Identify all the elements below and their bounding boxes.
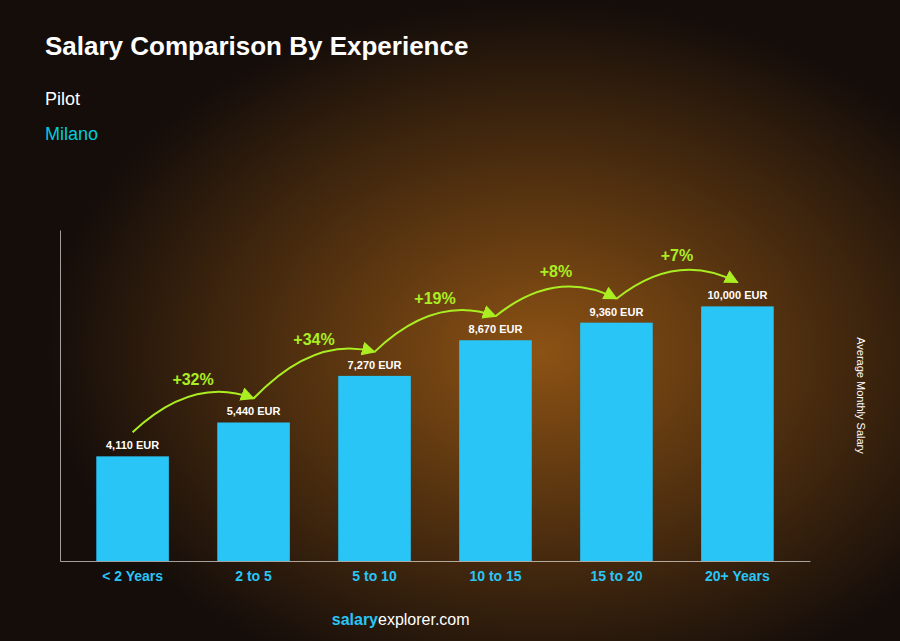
annotation: +32%: [172, 371, 213, 388]
tick: 10 to 15: [469, 561, 521, 584]
tick-label: 2 to 5: [235, 568, 272, 584]
title: Salary Comparison By Experience: [45, 31, 468, 61]
data-label: 8,670 EUR: [469, 323, 523, 335]
annotation: +8%: [540, 263, 572, 280]
arrow: [616, 270, 737, 299]
tick: 2 to 5: [235, 561, 272, 584]
data-label: 9,360 EUR: [590, 306, 644, 318]
subtitle: Pilot: [45, 89, 80, 109]
tick: 5 to 10: [352, 561, 397, 584]
tick-label: 15 to 20: [590, 568, 642, 584]
bar: [701, 306, 774, 561]
annotation: +7%: [661, 247, 693, 264]
data-label: 10,000 EUR: [707, 289, 767, 301]
arrow: [375, 310, 496, 352]
axis-line: [60, 231, 61, 562]
footer: explorer.com: [378, 611, 470, 628]
tick: 15 to 20: [590, 561, 642, 584]
arrow: [133, 392, 254, 433]
background: [0, 0, 900, 641]
axis-line: [61, 561, 811, 562]
x-axis: < 2 Years 2 to 5 5 to 10 10 to 15 15 to 20 20…: [61, 561, 811, 584]
y-axis-title: Average Monthly Salary: [855, 337, 867, 454]
annotation: +19%: [414, 290, 455, 307]
plot: < 2 Years 2 to 5 5 to 10 10 to 15 15 to 20 20…: [61, 231, 811, 584]
bar: [459, 340, 532, 561]
arrow: [254, 348, 375, 398]
bar: [217, 422, 290, 561]
tick-label: 5 to 10: [352, 568, 397, 584]
tick: < 2 Years: [102, 561, 163, 584]
data-label: 7,270 EUR: [348, 359, 402, 371]
tick-label: < 2 Years: [102, 568, 163, 584]
arrow: [495, 286, 616, 316]
bar: [96, 456, 169, 561]
data-label: 4,110 EUR: [106, 439, 159, 451]
subtitle: Milano: [45, 124, 98, 144]
data-label: 5,440 EUR: [227, 405, 281, 417]
bars: [96, 306, 773, 561]
tick-label: 20+ Years: [705, 568, 770, 584]
chart: Salary Comparison By Experience Pilot Mila…: [0, 0, 900, 641]
y-axis: [60, 231, 61, 562]
tick: 20+ Years: [705, 561, 770, 584]
data-labels: 4,110 EUR 5,440 EUR 7,270 EUR 8,670 EUR 9,36…: [106, 289, 767, 451]
annotations: +32% +34% +19% +8% +7%: [133, 247, 738, 433]
bar: [580, 323, 653, 561]
bar: [338, 376, 411, 561]
annotation: +34%: [293, 331, 334, 348]
footer: salary: [332, 611, 378, 628]
tick-label: 10 to 15: [469, 568, 521, 584]
